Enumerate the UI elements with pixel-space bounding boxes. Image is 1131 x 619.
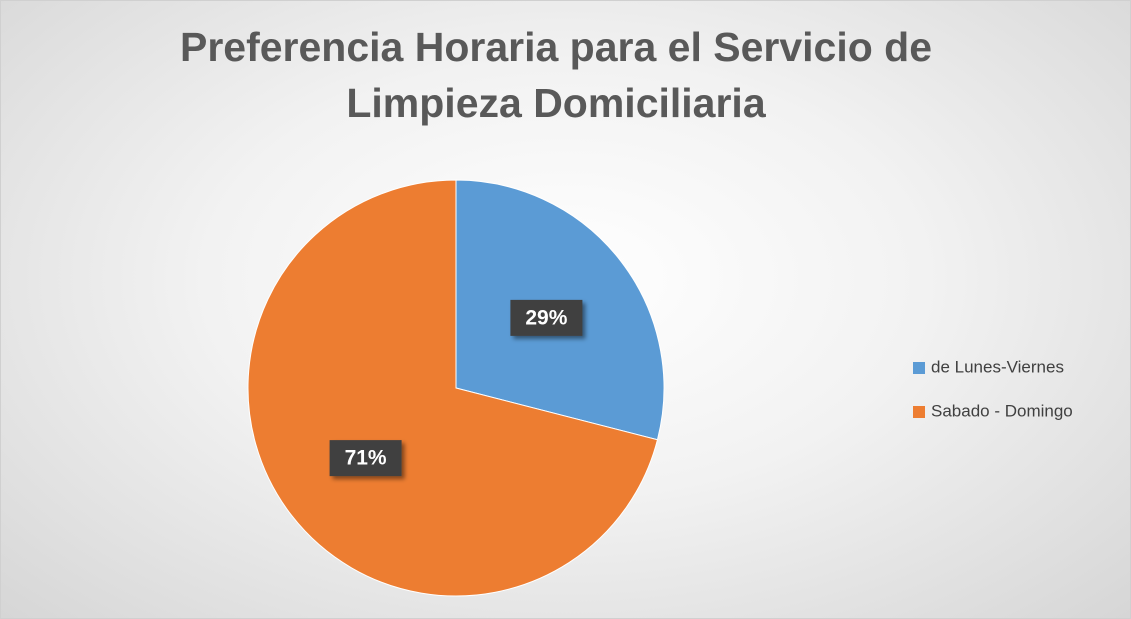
data-label: 29% [525,306,567,329]
data-label-box [329,440,402,477]
legend-swatch [913,406,925,418]
legend-label: de Lunes-Viernes [931,357,1064,376]
pie-slice [247,179,659,597]
chart-title: Preferencia Horaria para el Servicio de … [179,24,933,126]
data-label-box [510,299,583,336]
legend-swatch [913,362,925,374]
data-label: 71% [345,447,387,470]
legend-label: Sabado - Domingo [931,401,1073,420]
